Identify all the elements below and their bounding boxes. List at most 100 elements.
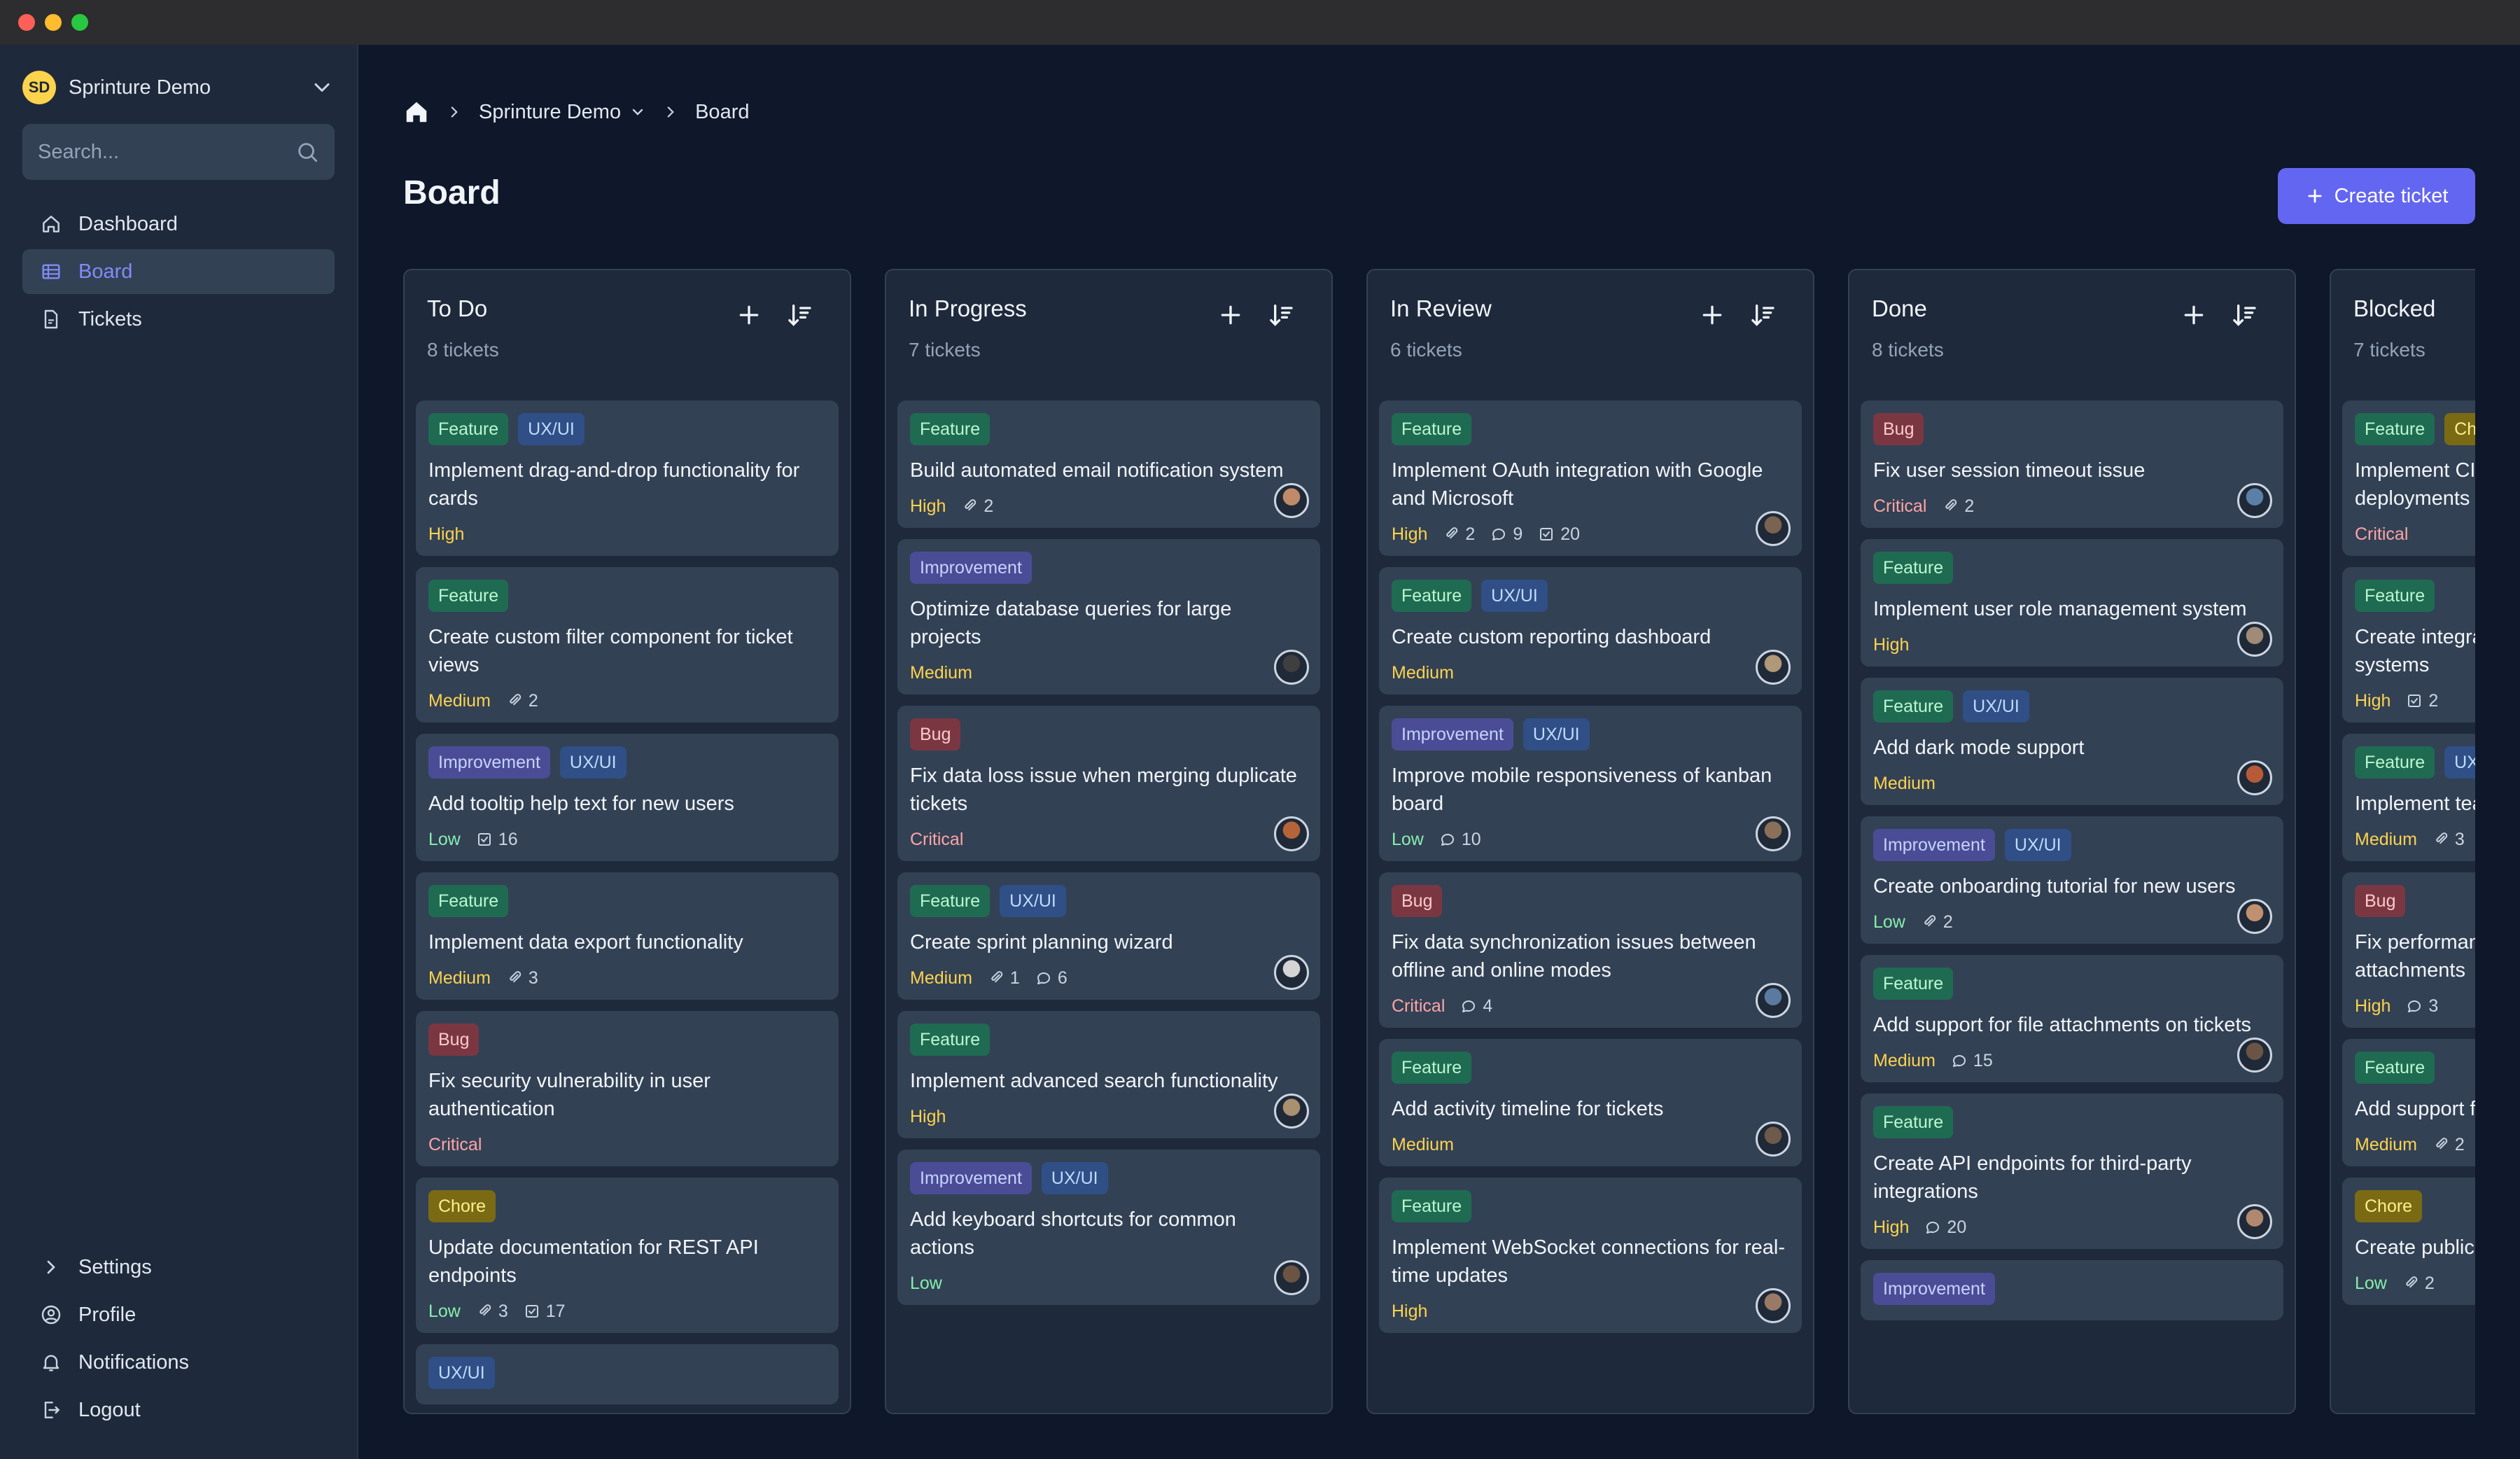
sort-icon[interactable] xyxy=(1267,301,1295,329)
ticket-card[interactable]: Feature Implement user role management sy… xyxy=(1861,539,2283,666)
ticket-card[interactable]: Improvement xyxy=(1861,1260,2283,1320)
tag-feature: Feature xyxy=(910,413,990,445)
assignee-avatar[interactable] xyxy=(2237,899,2272,934)
ticket-card[interactable]: Feature UX/UI Implement team workspaces Med… xyxy=(2342,734,2475,861)
workspace-switcher[interactable]: SD Sprinture Demo xyxy=(22,70,335,105)
sidebar-item-notifications[interactable]: Notifications xyxy=(22,1340,335,1385)
card-list: Feature UX/UI Implement drag-and-drop func… xyxy=(416,400,839,1413)
ticket-card[interactable]: Improvement UX/UI Create onboarding tutori… xyxy=(1861,816,2283,944)
ticket-card[interactable]: Feature UX/UI Implement drag-and-drop func… xyxy=(416,400,839,556)
minimize-window-button[interactable] xyxy=(45,14,62,31)
logout-icon xyxy=(39,1398,63,1422)
ticket-card[interactable]: Feature UX/UI Create custom reporting dash… xyxy=(1379,567,1802,694)
ticket-meta: Medium 3 xyxy=(2355,828,2475,851)
tag-ux-ui: UX/UI xyxy=(559,746,626,779)
assignee-avatar[interactable] xyxy=(1756,511,1791,546)
assignee-avatar[interactable] xyxy=(1274,955,1309,990)
assignee-avatar[interactable] xyxy=(1756,816,1791,851)
tag-list: Feature xyxy=(1392,1190,1789,1222)
add-ticket-icon[interactable] xyxy=(1217,301,1245,329)
ticket-card[interactable]: Feature Chore Implement CI/CD pipeline for… xyxy=(2342,400,2475,556)
assignee-avatar[interactable] xyxy=(1274,1260,1309,1295)
assignee-avatar[interactable] xyxy=(1756,1122,1791,1157)
ticket-title: Fix user session timeout issue xyxy=(1873,459,2146,482)
ticket-title: Update documentation for REST API endpoi… xyxy=(428,1236,759,1287)
tag-list: Improvement UX/UI xyxy=(1392,718,1789,751)
sidebar-item-dashboard[interactable]: Dashboard xyxy=(22,202,335,246)
column-ticket-count: 6 tickets xyxy=(1390,339,1462,361)
ticket-card[interactable]: Feature Implement OAuth integration with … xyxy=(1379,400,1802,556)
chevron-right-icon xyxy=(662,103,680,121)
breadcrumb-project[interactable]: Sprinture Demo xyxy=(479,100,622,123)
breadcrumb-current: Board xyxy=(695,100,750,123)
create-ticket-button[interactable]: Create ticket xyxy=(2278,168,2475,224)
tag-list: Improvement UX/UI xyxy=(1873,829,2271,861)
ticket-card[interactable]: Bug Fix data loss issue when merging dupl… xyxy=(897,706,1320,861)
ticket-card[interactable]: Bug Fix security vulnerability in user au… xyxy=(416,1011,839,1166)
ticket-card[interactable]: Feature Add support for file attachments … xyxy=(1861,955,2283,1082)
priority-label: Low xyxy=(428,829,461,849)
sidebar-item-profile[interactable]: Profile xyxy=(22,1292,335,1337)
sidebar-item-tickets[interactable]: Tickets xyxy=(22,297,335,342)
ticket-title: Improve mobile responsiveness of kanban … xyxy=(1392,765,1772,815)
ticket-meta: Medium 1 6 xyxy=(910,966,1308,990)
ticket-card[interactable]: Feature UX/UI Add dark mode support Medium xyxy=(1861,678,2283,805)
ticket-card[interactable]: Bug Fix user session timeout issue Critica… xyxy=(1861,400,2283,528)
ticket-card[interactable]: Feature Add activity timeline for tickets… xyxy=(1379,1039,1802,1166)
sort-icon[interactable] xyxy=(2230,301,2258,329)
ticket-card[interactable]: UX/UI xyxy=(416,1344,839,1404)
ticket-meta: Critical 2 xyxy=(1873,494,2271,518)
ticket-card[interactable]: Bug Fix performance issues with large att… xyxy=(2342,872,2475,1028)
ticket-card[interactable]: Feature Add support for custom fields Medi… xyxy=(2342,1039,2475,1166)
ticket-card[interactable]: Feature Create integration with external … xyxy=(2342,567,2475,722)
assignee-avatar[interactable] xyxy=(1756,983,1791,1018)
priority-label: High xyxy=(428,524,465,544)
assignee-avatar[interactable] xyxy=(2237,622,2272,657)
sort-icon[interactable] xyxy=(785,301,813,329)
sort-icon[interactable] xyxy=(1749,301,1777,329)
home-icon[interactable] xyxy=(403,99,430,125)
assignee-avatar[interactable] xyxy=(2237,1204,2272,1239)
assignee-avatar[interactable] xyxy=(1756,1288,1791,1323)
ticket-card[interactable]: Feature Create API endpoints for third-pa… xyxy=(1861,1094,2283,1249)
ticket-card[interactable]: Improvement UX/UI Add tooltip help text fo… xyxy=(416,734,839,861)
add-ticket-icon[interactable] xyxy=(735,301,763,329)
sidebar-item-logout[interactable]: Logout xyxy=(22,1388,335,1432)
assignee-avatar[interactable] xyxy=(2237,760,2272,795)
add-ticket-icon[interactable] xyxy=(1698,301,1726,329)
chevron-down-icon[interactable] xyxy=(629,104,646,120)
comment-icon xyxy=(1492,529,1506,540)
priority-label: Medium xyxy=(1873,773,1935,793)
assignee-avatar[interactable] xyxy=(1274,816,1309,851)
ticket-card[interactable]: Improvement Optimize database queries for… xyxy=(897,539,1320,694)
ticket-card[interactable]: Feature Implement WebSocket connections f… xyxy=(1379,1178,1802,1333)
ticket-card[interactable]: Chore Update documentation for REST API e… xyxy=(416,1178,839,1333)
meta-paperclip: 2 xyxy=(1921,912,1953,933)
close-window-button[interactable] xyxy=(18,14,35,31)
assignee-avatar[interactable] xyxy=(2237,483,2272,518)
ticket-card[interactable]: Improvement UX/UI Improve mobile responsiv… xyxy=(1379,706,1802,861)
assignee-avatar[interactable] xyxy=(2237,1038,2272,1073)
ticket-card[interactable]: Feature UX/UI Create sprint planning wizar… xyxy=(897,872,1320,1000)
add-ticket-icon[interactable] xyxy=(2180,301,2208,329)
sidebar-item-board[interactable]: Board xyxy=(22,249,335,294)
ticket-card[interactable]: Feature Build automated email notificatio… xyxy=(897,400,1320,528)
sidebar-item-settings[interactable]: Settings xyxy=(22,1245,335,1290)
search-input[interactable]: Search... xyxy=(22,124,335,180)
assignee-avatar[interactable] xyxy=(1274,1094,1309,1129)
maximize-window-button[interactable] xyxy=(71,14,88,31)
ticket-card[interactable]: Improvement UX/UI Add keyboard shortcuts f… xyxy=(897,1150,1320,1305)
board-icon xyxy=(39,260,63,284)
ticket-title: Create integration with external CRM sys… xyxy=(2355,626,2475,676)
ticket-card[interactable]: Feature Create custom filter component fo… xyxy=(416,567,839,722)
assignee-avatar[interactable] xyxy=(1274,483,1309,518)
sidebar-item-label: Tickets xyxy=(78,307,142,330)
assignee-avatar[interactable] xyxy=(1756,650,1791,685)
ticket-card[interactable]: Bug Fix data synchronization issues betwe… xyxy=(1379,872,1802,1028)
page-title: Board xyxy=(403,174,500,211)
ticket-card[interactable]: Feature Implement data export functionali… xyxy=(416,872,839,1000)
ticket-card[interactable]: Feature Implement advanced search functio… xyxy=(897,1011,1320,1138)
priority-label: Medium xyxy=(910,968,972,988)
assignee-avatar[interactable] xyxy=(1274,650,1309,685)
ticket-card[interactable]: Chore Create public API documentation Low 2 xyxy=(2342,1178,2475,1305)
